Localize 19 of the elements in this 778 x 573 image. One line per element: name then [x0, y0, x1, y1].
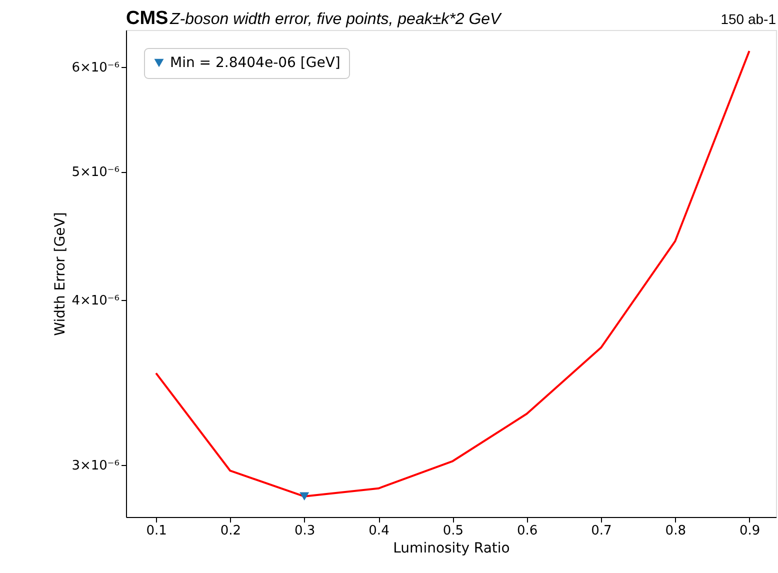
text: 150 ab-1: [720, 11, 776, 27]
x-tick-label: 0.6: [516, 524, 538, 538]
x-tick-label: 0.9: [739, 524, 760, 538]
x-tick-label: 0.1: [146, 524, 167, 538]
y-tick-label: 3×10⁻⁶: [72, 458, 120, 474]
x-axis-title: Luminosity Ratio: [393, 540, 510, 556]
x-tick-label: 0.2: [220, 524, 242, 538]
y-tick-label: 5×10⁻⁶: [72, 165, 120, 180]
x-tick-label: 0.8: [665, 524, 686, 538]
y-tick-label: 4×10⁻⁶: [72, 293, 120, 308]
chart-title: CMS: [126, 8, 168, 29]
y-tick-label: 6×10⁻⁶: [72, 60, 120, 76]
x-tick-label: 0.5: [442, 524, 464, 538]
x-tick-label: 0.7: [591, 524, 612, 538]
y-axis-title: Width Error [GeV]: [52, 212, 69, 336]
x-tick-label: 0.4: [368, 524, 390, 538]
legend-label: Min = 2.8404e-06 [GeV]: [170, 55, 340, 71]
x-tick-label: 0.3: [294, 524, 316, 538]
chart-subtitle: Z-boson width error, five points, peak±k*2 GeV: [169, 11, 502, 28]
